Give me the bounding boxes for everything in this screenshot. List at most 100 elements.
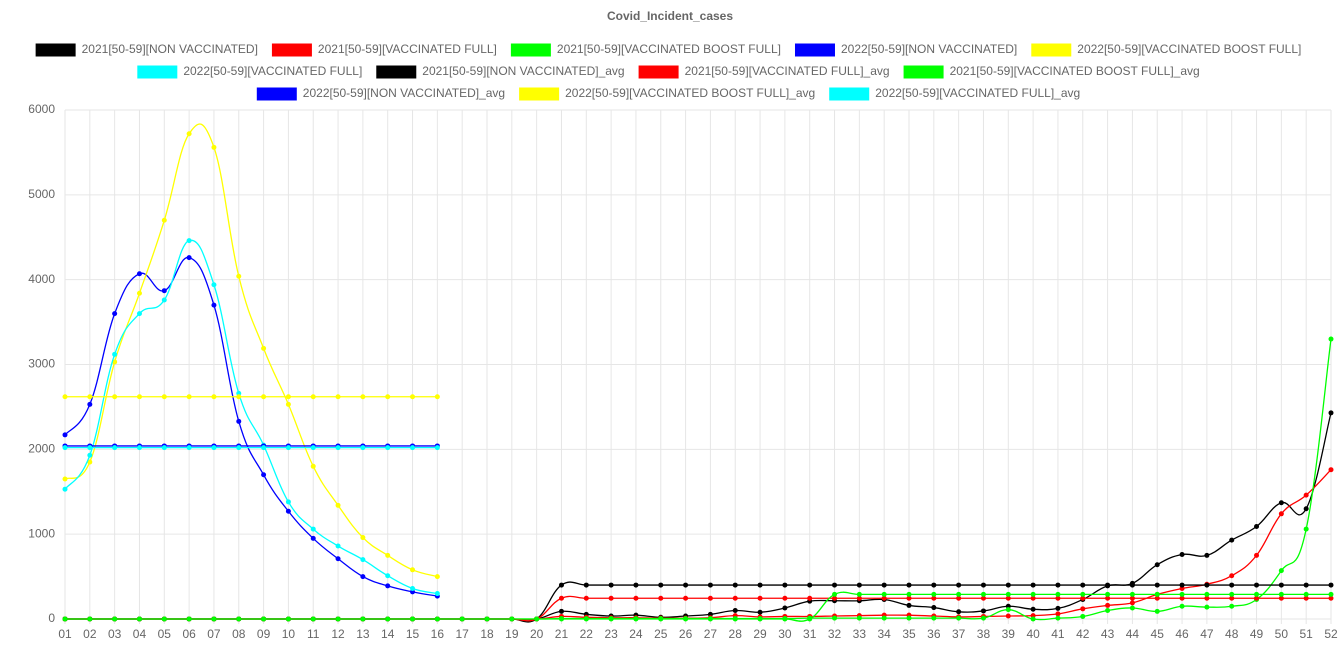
data-point [1030, 616, 1036, 622]
data-point [261, 445, 267, 451]
data-point [136, 290, 142, 296]
data-point [385, 583, 391, 589]
data-point [658, 595, 664, 601]
data-point [285, 401, 291, 407]
data-point [285, 616, 291, 622]
x-tick-label: 11 [307, 627, 320, 641]
data-point [757, 609, 763, 615]
legend-swatch [794, 43, 835, 57]
data-point [832, 582, 838, 588]
y-tick-label: 4000 [28, 272, 55, 286]
data-point [335, 394, 341, 400]
data-point [385, 445, 391, 451]
data-point [980, 591, 986, 597]
legend-item: 2022[50-59][NON VACCINATED]_avg [256, 86, 505, 101]
y-tick-label: 5000 [28, 187, 55, 201]
data-point [335, 502, 341, 508]
data-point [807, 582, 813, 588]
data-point [1129, 591, 1135, 597]
data-point [1055, 605, 1061, 611]
data-point [87, 394, 93, 400]
x-tick-label: 20 [530, 627, 544, 641]
data-point [360, 616, 366, 622]
legend-item: 2021[50-59][VACCINATED BOOST FULL]_avg [903, 64, 1200, 79]
data-point [434, 616, 440, 622]
data-point [608, 582, 614, 588]
data-point [683, 595, 689, 601]
data-point [87, 459, 93, 465]
data-point [1005, 595, 1011, 601]
data-point [360, 535, 366, 541]
data-point [211, 445, 217, 451]
data-point [410, 445, 416, 451]
data-point [1204, 591, 1210, 597]
data-point [360, 394, 366, 400]
x-tick-label: 52 [1324, 627, 1338, 641]
legend-label: 2021[50-59][VACCINATED FULL]_avg [685, 64, 890, 78]
x-tick-label: 35 [902, 627, 916, 641]
x-tick-label: 21 [555, 627, 569, 641]
data-point [136, 394, 142, 400]
data-point [608, 616, 614, 622]
data-point [931, 615, 937, 621]
data-point [112, 351, 118, 357]
data-point [136, 616, 142, 622]
data-point [62, 616, 68, 622]
data-point [161, 394, 167, 400]
data-point [335, 543, 341, 549]
x-tick-label: 04 [133, 627, 147, 641]
data-point [832, 591, 838, 597]
data-point [881, 582, 887, 588]
data-point [1229, 595, 1235, 601]
data-point [261, 394, 267, 400]
data-point [807, 616, 813, 622]
data-point [112, 311, 118, 317]
legend-label: 2021[50-59][VACCINATED BOOST FULL]_avg [950, 64, 1200, 78]
data-point [211, 144, 217, 150]
data-point [87, 616, 93, 622]
series-line [64, 123, 438, 578]
x-tick-label: 25 [654, 627, 668, 641]
x-tick-label: 17 [455, 627, 469, 641]
data-point [1129, 595, 1135, 601]
data-point [1278, 500, 1284, 506]
x-tick-label: 02 [83, 627, 97, 641]
data-point [161, 297, 167, 303]
series-line [65, 581, 1331, 623]
legend-label: 2022[50-59][NON VACCINATED]_avg [303, 86, 505, 100]
x-tick-label: 09 [257, 627, 271, 641]
legend-item: 2021[50-59][NON VACCINATED]_avg [376, 64, 625, 79]
data-point [707, 595, 713, 601]
data-point [385, 394, 391, 400]
data-point [633, 595, 639, 601]
data-point [285, 394, 291, 400]
data-point [385, 552, 391, 558]
legend-item: 2022[50-59][VACCINATED BOOST FULL]_avg [519, 86, 815, 101]
data-point [658, 616, 664, 622]
data-point [236, 273, 242, 279]
data-point [633, 616, 639, 622]
x-tick-label: 32 [828, 627, 842, 641]
data-point [1229, 603, 1235, 609]
data-point [732, 582, 738, 588]
legend-item: 2021[50-59][VACCINATED FULL]_avg [638, 64, 890, 79]
data-point [1179, 603, 1185, 609]
data-point [87, 401, 93, 407]
data-point [1328, 467, 1334, 473]
x-tick-label: 22 [580, 627, 594, 641]
x-tick-label: 06 [182, 627, 196, 641]
legend-label: 2021[50-59][VACCINATED FULL] [318, 42, 497, 56]
data-point [757, 616, 763, 622]
data-point [1278, 591, 1284, 597]
data-point [261, 616, 267, 622]
legend-label: 2021[50-59][VACCINATED BOOST FULL] [557, 42, 781, 56]
data-point [881, 591, 887, 597]
data-point [1055, 582, 1061, 588]
data-point [1229, 537, 1235, 543]
data-point [906, 602, 912, 608]
data-point [186, 238, 192, 244]
data-point [310, 445, 316, 451]
x-tick-label: 28 [729, 627, 743, 641]
x-tick-label: 23 [604, 627, 618, 641]
legend-item: 2021[50-59][VACCINATED FULL] [271, 42, 497, 57]
